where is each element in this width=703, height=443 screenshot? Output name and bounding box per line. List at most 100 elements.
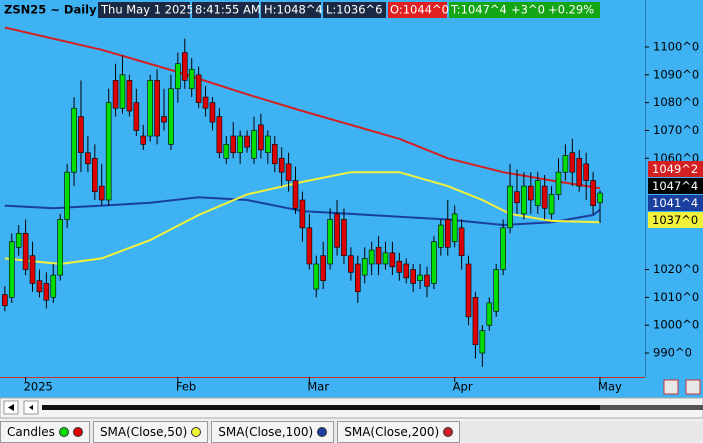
candle-body	[299, 199, 306, 229]
candle-body	[36, 280, 43, 293]
candle-body	[22, 233, 29, 270]
candle-body	[161, 116, 167, 123]
candle-body	[57, 219, 64, 276]
x-tick-label: Apr	[453, 380, 473, 394]
candle-body	[597, 192, 603, 204]
candle-body	[348, 255, 354, 273]
low: L:1036^6	[326, 3, 383, 17]
candle-body	[438, 224, 444, 248]
info-box	[98, 2, 190, 18]
candle-body	[85, 152, 91, 165]
scroll-thumb[interactable]	[42, 405, 600, 410]
candle-body	[361, 258, 368, 276]
study-tab[interactable]: SMA(Close,100)	[211, 421, 335, 443]
y-tick-label: 1070^0	[653, 123, 699, 137]
icon	[8, 404, 14, 411]
candle-body	[514, 191, 520, 204]
candle-body	[410, 269, 416, 284]
candle-body	[590, 180, 596, 206]
last-value-box	[648, 195, 703, 211]
candle-body	[105, 102, 112, 201]
candle-body	[431, 241, 437, 284]
candle-body	[92, 157, 98, 192]
study-tab[interactable]: SMA(Close,200)	[337, 421, 461, 443]
y-tick-label: 990^0	[653, 345, 692, 359]
candle-body	[50, 274, 57, 298]
y-tick-label: 1020^0	[653, 262, 699, 276]
candle-body	[285, 163, 292, 181]
scroll-track	[600, 405, 703, 410]
candle-body	[209, 102, 216, 123]
candle-body	[195, 74, 202, 103]
open: O:1044^0	[390, 3, 449, 17]
candle-body	[341, 219, 347, 256]
last-value-label: 1049^2	[652, 162, 698, 176]
info-box	[261, 2, 321, 18]
candle-body	[133, 102, 140, 131]
x-tick-label: Feb	[176, 380, 196, 394]
candle-body	[576, 157, 583, 187]
candle-body	[181, 52, 188, 81]
plot-area	[2, 26, 603, 367]
candle-body	[451, 213, 458, 243]
study-tab[interactable]: Candles	[0, 421, 90, 443]
x-tick-label: 2025	[24, 380, 53, 394]
last-value-box	[648, 178, 703, 194]
high: H:1048^4	[264, 3, 323, 17]
candle-body	[147, 80, 153, 137]
candle-body	[327, 219, 333, 265]
candle-body	[320, 255, 326, 281]
y-tick-label: 1100^0	[653, 40, 699, 54]
candle-body	[548, 194, 555, 215]
last-value-box	[648, 212, 703, 228]
study-tab[interactable]: SMA(Close,50)	[92, 421, 209, 443]
legend-swatch	[317, 427, 328, 437]
candle-body	[292, 180, 299, 209]
y-tick-label: 1090^0	[653, 67, 699, 81]
x-tick-label: Mar	[307, 380, 329, 394]
last: T:1047^4	[450, 3, 507, 17]
legend-swatch	[72, 427, 83, 437]
last-value-label: 1037^0	[652, 213, 698, 227]
candle-body	[583, 163, 589, 181]
info-box	[388, 2, 447, 18]
change-pct: +0.29%	[548, 3, 594, 17]
candle-body	[562, 155, 569, 173]
candle-body	[71, 107, 77, 173]
info-box	[449, 2, 600, 18]
candle-body	[375, 246, 382, 265]
legend-label: SMA(Close,50)	[99, 425, 188, 439]
candle-body	[306, 227, 313, 265]
candle-body	[175, 63, 181, 90]
zoom-button[interactable]	[685, 379, 701, 395]
candle-body	[541, 185, 548, 209]
candle-body	[43, 283, 50, 301]
candle-body	[382, 252, 389, 265]
sma-line	[4, 171, 601, 266]
candle-body	[112, 80, 119, 109]
y-tick-label: 1080^0	[653, 95, 699, 109]
candle-body	[223, 144, 230, 159]
candle-body	[313, 263, 320, 290]
x-tick-label: May	[598, 380, 622, 394]
legend-swatch	[443, 427, 454, 437]
candle-body	[486, 302, 493, 326]
candle-body	[389, 252, 396, 268]
candle-body	[265, 135, 271, 154]
header-bar: ZSN25 ~ Daily Thu May 1 2025 8:41:55 AM …	[4, 2, 600, 18]
time: 8:41:55 AM	[195, 3, 261, 17]
candle-body	[521, 185, 527, 215]
candle-body	[493, 269, 500, 312]
candle-body	[126, 80, 133, 112]
candle-body	[465, 263, 472, 318]
candle-body	[2, 294, 8, 307]
candle-body	[271, 144, 278, 165]
zoom-button[interactable]	[663, 379, 679, 395]
candle-body	[119, 74, 126, 109]
date: Thu May 1 2025	[100, 3, 194, 17]
candle-body	[500, 227, 506, 270]
candle-body	[528, 185, 534, 201]
last-value-label: 1047^4	[652, 179, 698, 193]
candle-body	[237, 135, 243, 154]
